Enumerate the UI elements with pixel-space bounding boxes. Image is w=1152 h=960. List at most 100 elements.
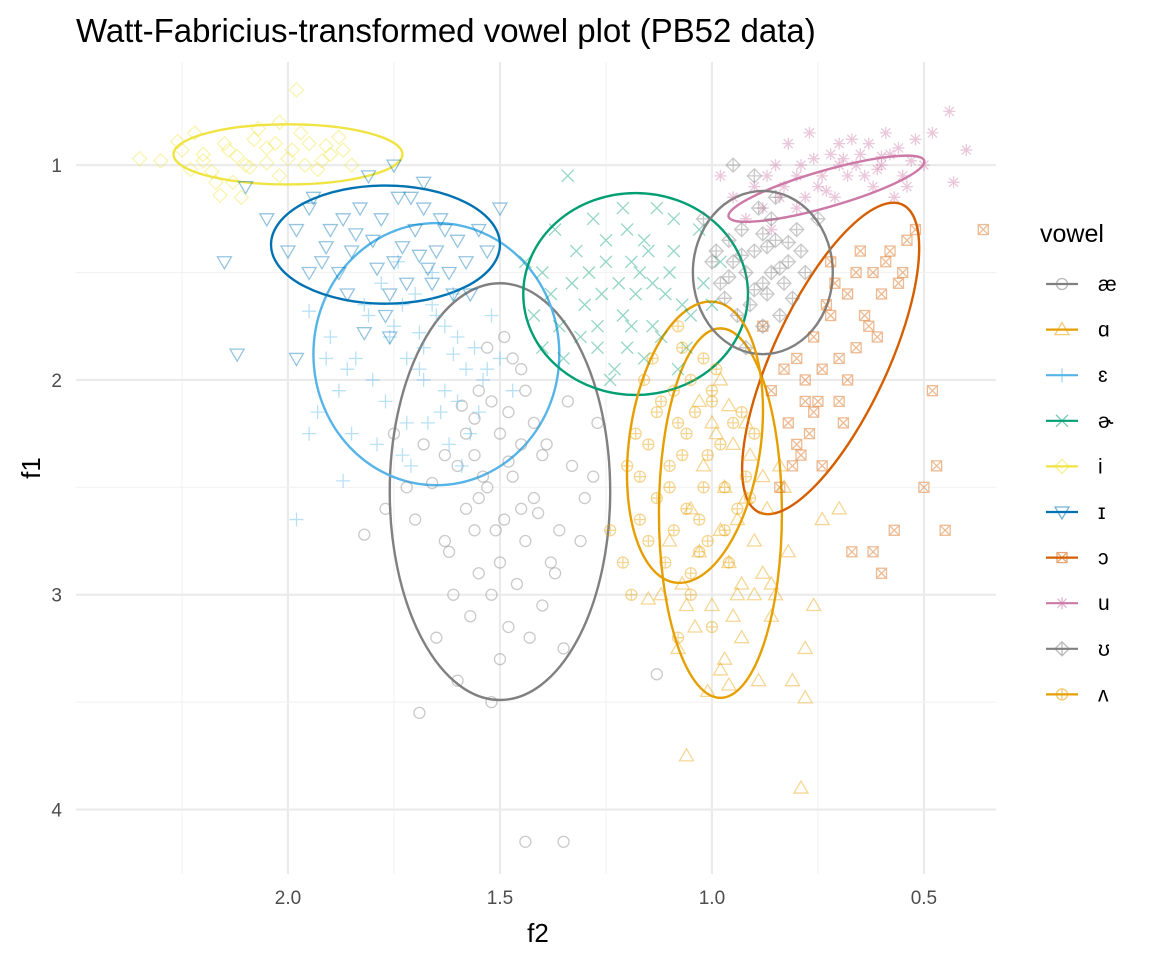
data-point: [754, 318, 771, 335]
data-point: [212, 187, 229, 204]
data-point: [280, 150, 296, 167]
data-point: [505, 383, 520, 398]
data-point: [900, 180, 913, 193]
data-point: [599, 255, 613, 269]
data-point: [712, 522, 729, 536]
data-point: [909, 223, 922, 236]
data-point: [699, 683, 716, 698]
data-point: [527, 491, 541, 505]
data-point: [557, 835, 570, 848]
data-point: [731, 502, 744, 515]
data-point: [693, 545, 706, 558]
data-point: [663, 459, 676, 473]
vowel-ellipse: [625, 300, 765, 585]
data-point: [947, 176, 960, 189]
data-point: [616, 201, 630, 215]
data-point: [784, 672, 801, 687]
data-point: [468, 412, 481, 425]
data-point: [347, 228, 364, 243]
series-points: [604, 320, 761, 644]
y-tick-label: 4: [51, 801, 62, 822]
data-point: [442, 545, 456, 558]
y-tick-label: 1: [51, 156, 62, 177]
data-point: [697, 481, 710, 494]
legend-item: ʊ: [1046, 638, 1110, 661]
data-point: [776, 275, 792, 292]
data-point: [527, 416, 541, 430]
data-point: [739, 470, 753, 483]
data-point: [373, 213, 390, 228]
data-point: [343, 157, 360, 174]
data-point: [650, 405, 663, 419]
data-point: [553, 524, 566, 537]
data-point: [385, 159, 403, 174]
data-point: [816, 363, 828, 375]
data-point: [759, 286, 775, 302]
data-point: [879, 126, 892, 139]
data-point: [759, 238, 775, 255]
data-point: [302, 304, 317, 319]
data-point: [409, 513, 422, 526]
data-point: [733, 247, 750, 264]
data-point: [778, 363, 790, 375]
data-point: [472, 491, 485, 505]
data-point: [408, 287, 423, 301]
data-point: [797, 264, 814, 281]
data-point: [684, 567, 697, 580]
data-point: [926, 126, 939, 139]
data-point: [305, 191, 322, 206]
data-point: [771, 260, 788, 277]
data-point: [671, 320, 685, 333]
data-point: [833, 159, 846, 172]
data-point: [918, 481, 930, 493]
data-point: [323, 329, 338, 344]
data-point: [279, 245, 297, 260]
data-point: [667, 384, 680, 397]
data-point: [468, 524, 481, 537]
data-point: [712, 275, 729, 292]
data-point: [763, 607, 780, 622]
data-point: [712, 661, 729, 676]
legend-label: i: [1098, 455, 1103, 478]
data-point: [684, 309, 698, 322]
data-point: [667, 212, 681, 226]
data-point: [297, 157, 313, 174]
data-point: [846, 546, 858, 558]
data-point: [901, 234, 913, 246]
data-point: [360, 170, 377, 185]
data-point: [703, 414, 721, 429]
data-point: [447, 588, 460, 601]
data-point: [875, 288, 888, 300]
data-point: [716, 290, 733, 307]
legend-item: i: [1046, 455, 1103, 478]
data-point: [750, 200, 767, 216]
data-point: [595, 287, 609, 301]
data-point: [411, 249, 428, 264]
data-point: [737, 414, 754, 429]
legend-key-marker: [1053, 321, 1071, 336]
y-tick-label: 2: [51, 371, 62, 392]
data-point: [399, 351, 414, 366]
data-point: [203, 163, 220, 180]
data-point: [491, 202, 509, 217]
data-point: [676, 448, 689, 462]
data-point: [288, 223, 305, 238]
data-point: [498, 330, 511, 344]
y-axis-title: f1: [16, 457, 46, 479]
data-point: [746, 281, 763, 298]
data-point: [774, 481, 786, 493]
data-point: [748, 180, 761, 193]
data-point: [365, 372, 380, 387]
data-point: [729, 307, 746, 324]
data-point: [692, 223, 706, 237]
data-point: [502, 620, 515, 634]
data-point: [318, 241, 335, 256]
data-point: [493, 556, 507, 569]
data-point: [682, 500, 699, 515]
vowel-ellipse: [172, 123, 404, 186]
data-point: [344, 426, 359, 441]
data-point: [382, 329, 397, 344]
data-point: [515, 438, 528, 451]
data-point: [828, 191, 841, 204]
data-point: [729, 586, 746, 601]
